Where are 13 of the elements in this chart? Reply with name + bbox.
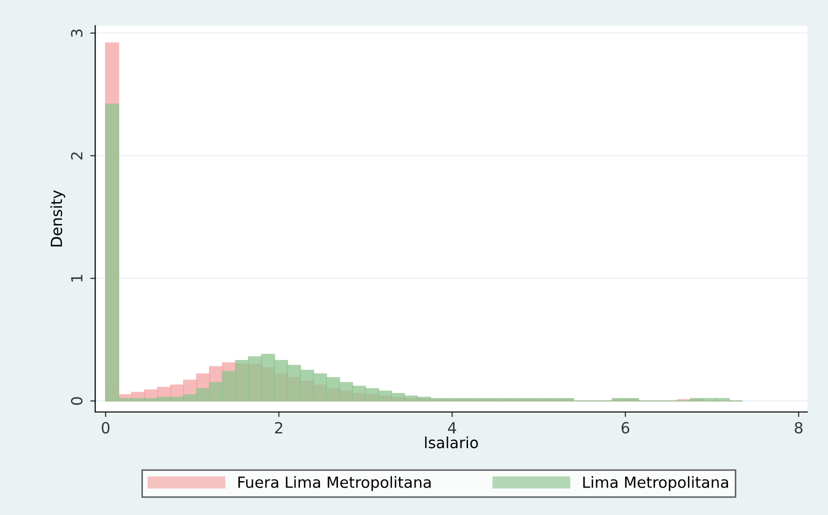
x-tick-label: 0 [102, 422, 110, 434]
x-tick-label: 4 [448, 422, 456, 434]
y-tick-label: 3 [70, 29, 83, 37]
legend-label: Lima Metropolitana [583, 476, 728, 491]
x-tick-label: 6 [622, 422, 630, 434]
y-axis-title: Density [50, 190, 66, 246]
y-tick-label: 2 [70, 152, 82, 160]
legend-label: Fuera Lima Metropolitana [238, 476, 431, 491]
x-tick-label: 8 [794, 422, 802, 434]
x-axis-title: lsalario [425, 436, 478, 448]
y-tick-label: 1 [71, 274, 82, 282]
y-tick-label: 0 [70, 397, 83, 405]
x-tick-label: 2 [275, 422, 282, 434]
